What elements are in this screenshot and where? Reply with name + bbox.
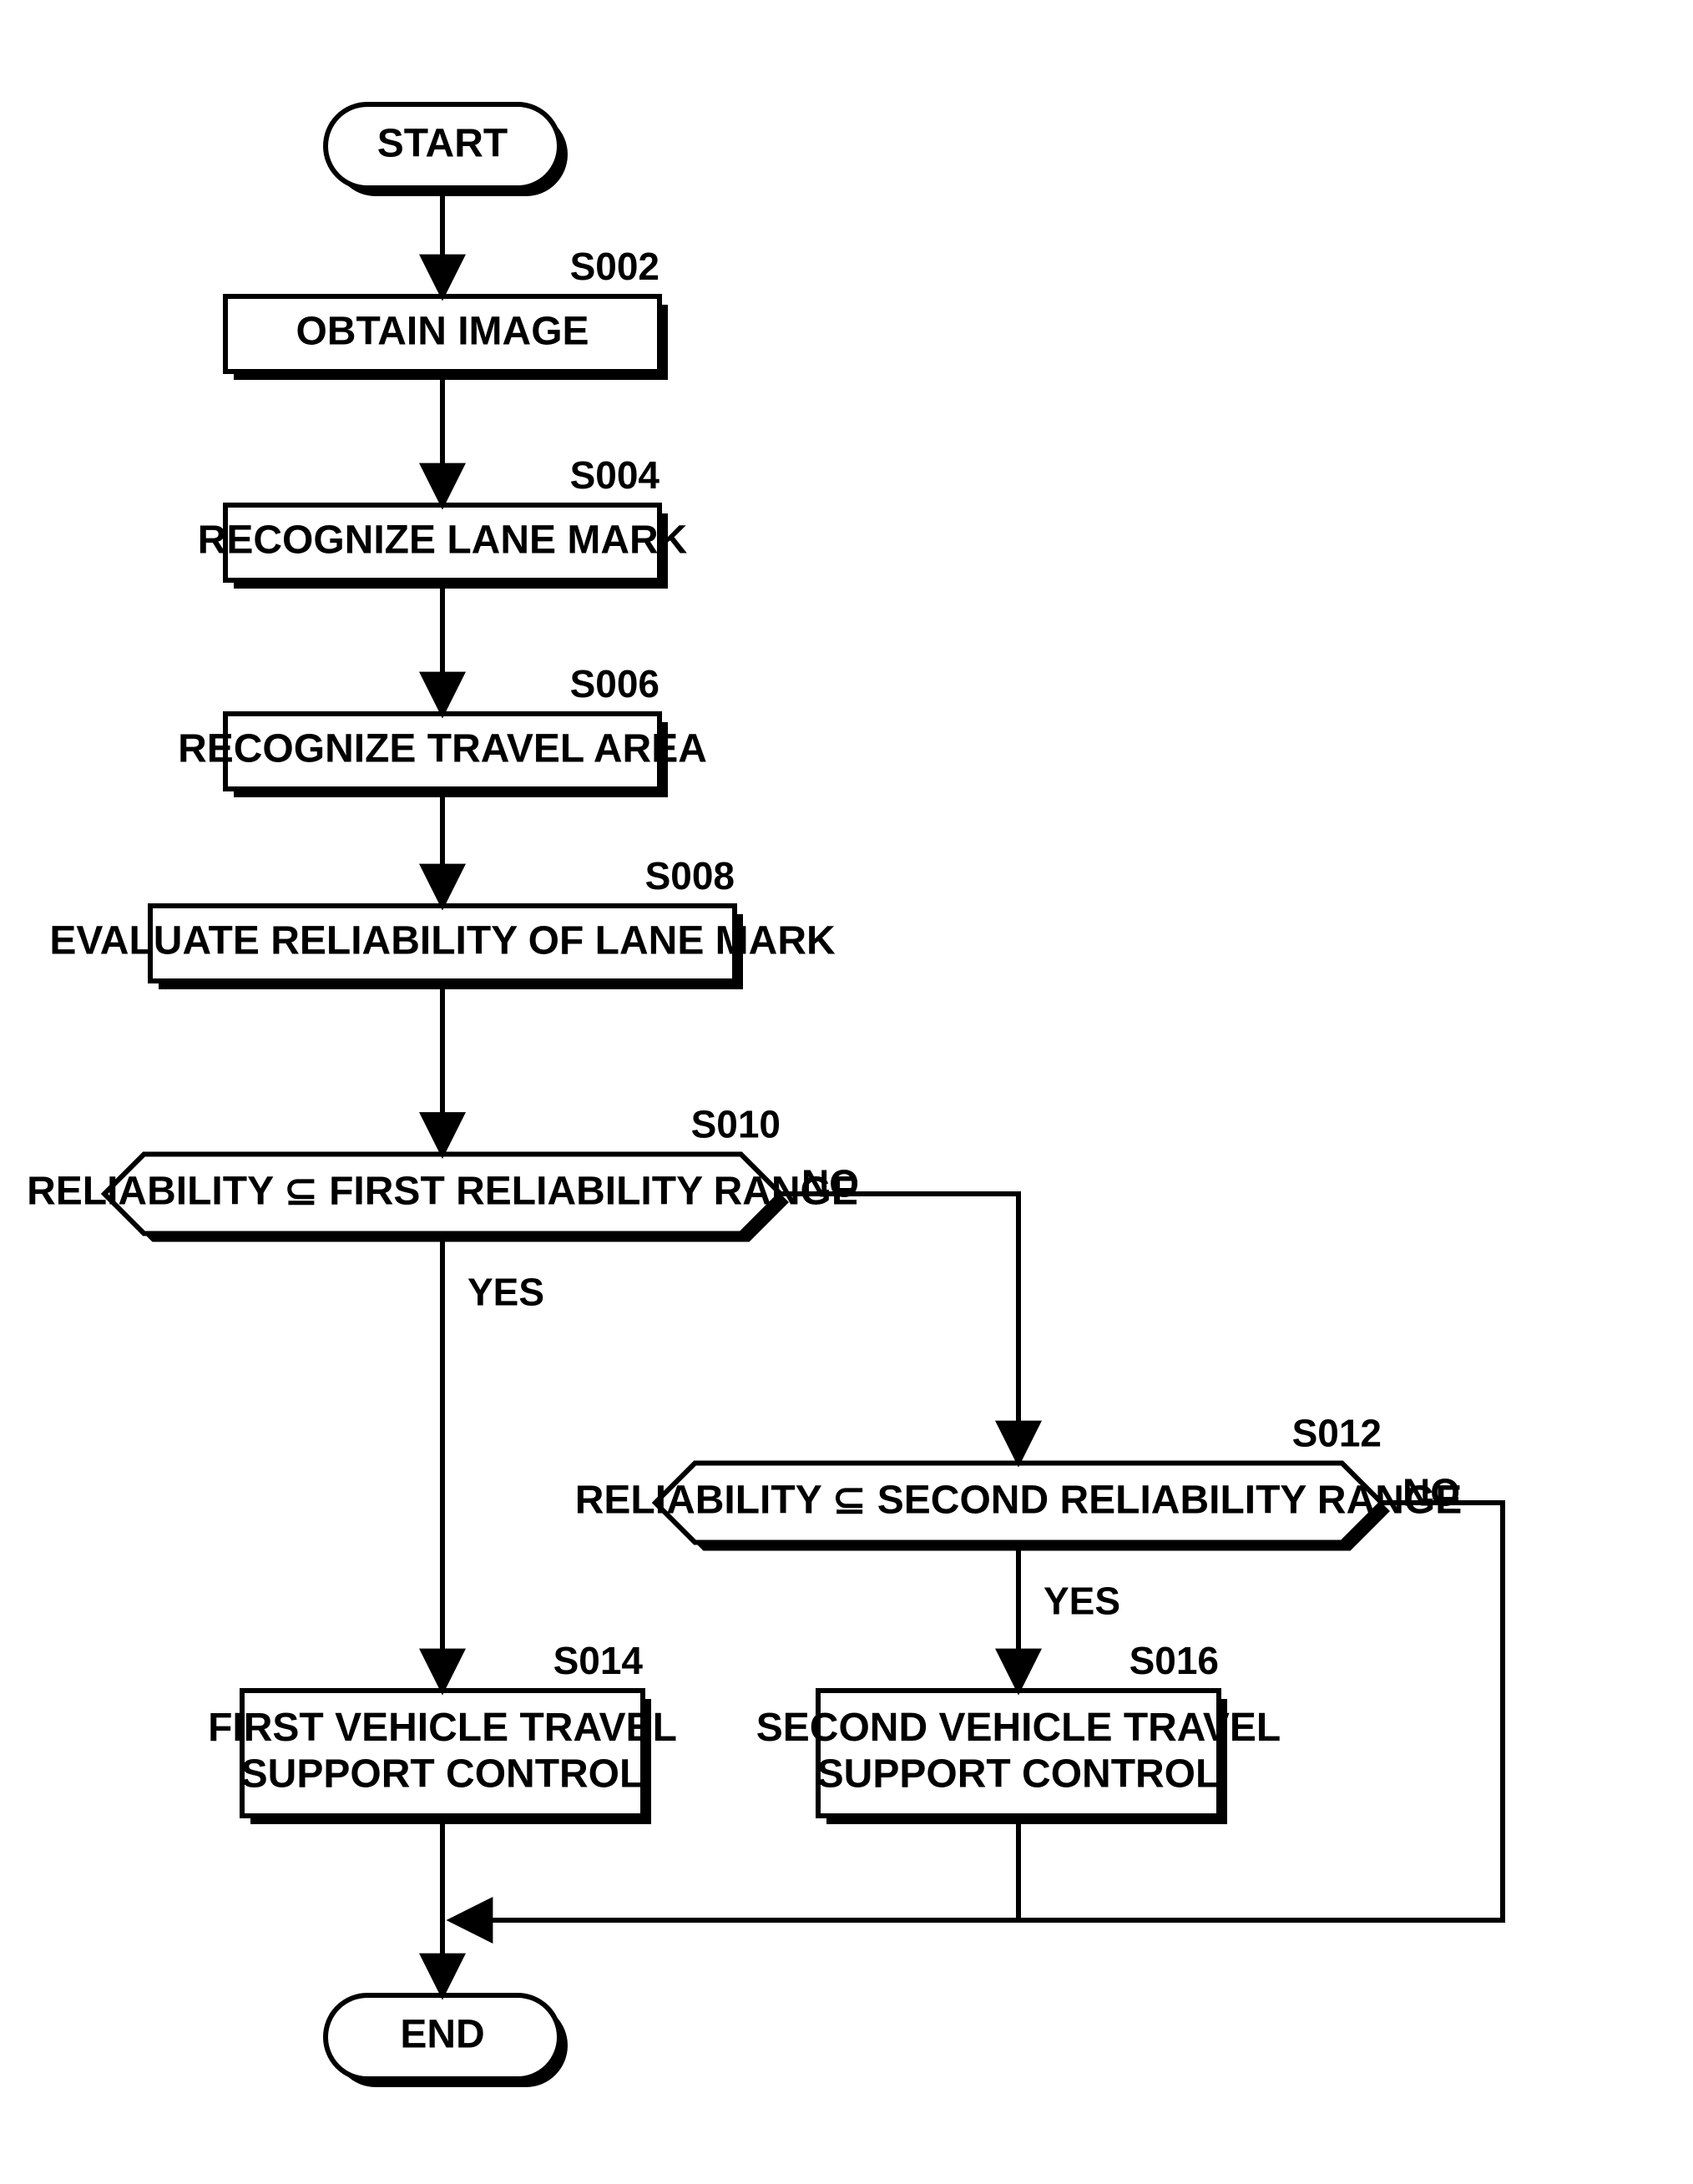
- svg-text:OBTAIN IMAGE: OBTAIN IMAGE: [296, 310, 589, 354]
- svg-text:RECOGNIZE TRAVEL AREA: RECOGNIZE TRAVEL AREA: [178, 727, 707, 771]
- svg-text:SUPPORT CONTROL: SUPPORT CONTROL: [241, 1752, 644, 1796]
- svg-text:RECOGNIZE LANE MARK: RECOGNIZE LANE MARK: [198, 518, 688, 563]
- svg-text:S012: S012: [1292, 1412, 1382, 1455]
- svg-text:FIRST VEHICLE TRAVEL: FIRST VEHICLE TRAVEL: [208, 1706, 677, 1750]
- svg-text:SECOND VEHICLE TRAVEL: SECOND VEHICLE TRAVEL: [756, 1706, 1281, 1750]
- svg-text:YES: YES: [467, 1271, 544, 1314]
- svg-text:RELIABILITY ⊆ SECOND RELIABILI: RELIABILITY ⊆ SECOND RELIABILITY RANGE: [575, 1479, 1463, 1523]
- svg-text:S002: S002: [570, 245, 660, 288]
- svg-text:S010: S010: [691, 1103, 781, 1146]
- svg-text:NO: NO: [801, 1162, 859, 1206]
- svg-text:START: START: [377, 122, 508, 166]
- svg-text:RELIABILITY ⊆ FIRST RELIABILIT: RELIABILITY ⊆ FIRST RELIABILITY RANGE: [27, 1170, 858, 1214]
- svg-text:YES: YES: [1044, 1580, 1120, 1623]
- flowchart-canvas: START OBTAIN IMAGE S002 RECOGNIZE LANE MARK…: [0, 0, 1693, 2184]
- svg-text:S006: S006: [570, 662, 660, 705]
- text-layer: START OBTAIN IMAGE S002 RECOGNIZE LANE MARK…: [27, 122, 1462, 2057]
- svg-text:EVALUATE RELIABILITY OF LANE M: EVALUATE RELIABILITY OF LANE MARK: [49, 919, 836, 963]
- svg-text:END: END: [400, 2013, 484, 2057]
- svg-text:NO: NO: [1402, 1471, 1460, 1514]
- svg-text:S016: S016: [1130, 1639, 1219, 1682]
- svg-text:S014: S014: [553, 1639, 644, 1682]
- svg-text:S004: S004: [570, 453, 660, 497]
- svg-text:S008: S008: [645, 854, 735, 897]
- svg-text:SUPPORT CONTROL: SUPPORT CONTROL: [817, 1752, 1220, 1796]
